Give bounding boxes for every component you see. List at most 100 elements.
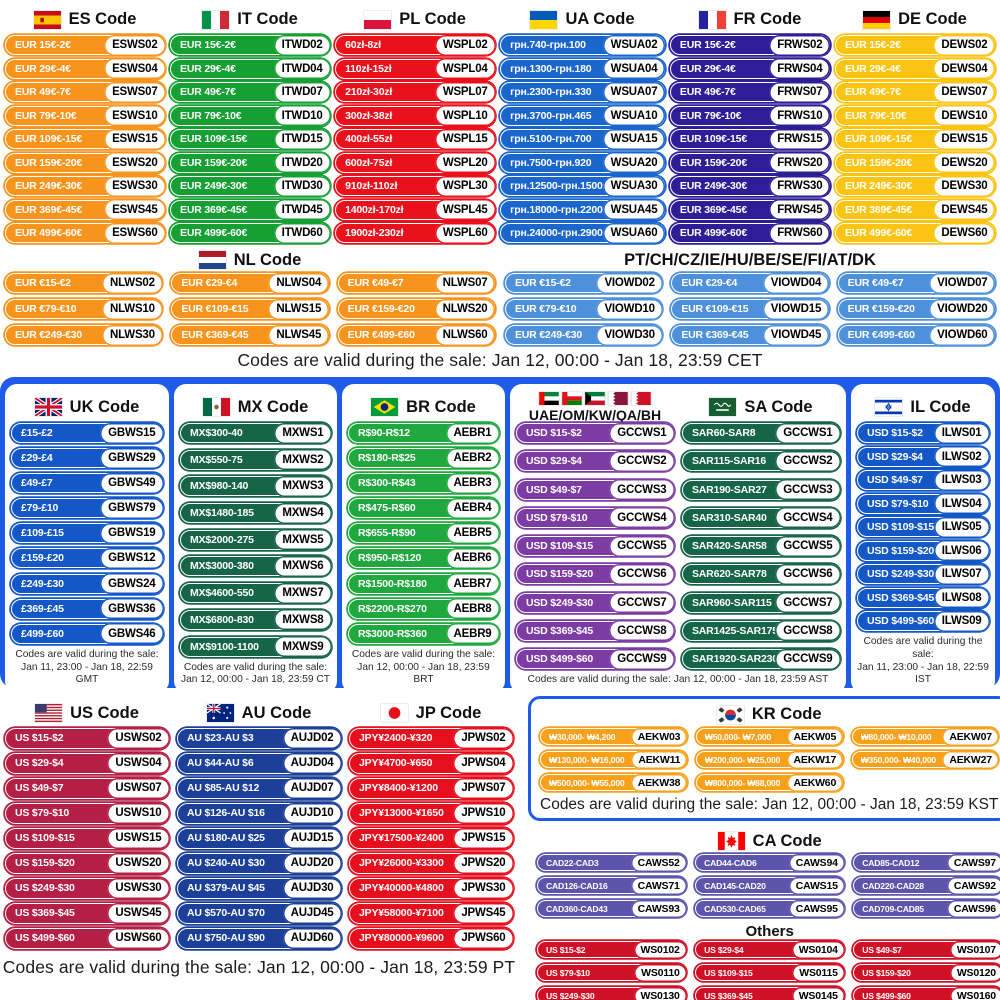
coupon-pill-WSUA20[interactable]: грн.7500-грн.920 WSUA20 [500,152,666,173]
coupon-pill-USWS60[interactable]: US $499-$60 USWS60 [5,927,170,949]
coupon-pill-CAWS92[interactable]: CAD220-CAD28 CAWS92 [853,876,1000,895]
coupon-pill-WS0120[interactable]: US $159-$20 WS0120 [853,963,1000,982]
coupon-pill-GCCWS8[interactable]: SAR1425-SAR175 GCCWS8 [682,620,841,642]
coupon-pill-WSPL10[interactable]: 300zł-38zł WSPL10 [335,105,496,126]
coupon-pill-ILWS07[interactable]: USD $249-$30 ILWS07 [857,563,990,585]
coupon-pill-DEWS60[interactable]: EUR 499€-60€ DEWS60 [834,222,996,244]
coupon-pill-WSPL02[interactable]: 60zł-8zł WSPL02 [335,34,496,56]
coupon-pill-FRWS30[interactable]: EUR 249€-30€ FRWS30 [669,175,831,197]
coupon-pill-GBWS79[interactable]: £79-£10 GBWS79 [11,497,164,519]
coupon-pill-JPWS15[interactable]: JPY¥17500-¥2400 JPWS15 [349,827,514,849]
coupon-pill-GBWS19[interactable]: £109-£15 GBWS19 [11,522,164,544]
coupon-pill-DEWS04[interactable]: EUR 29€-4€ DEWS04 [834,58,996,79]
coupon-pill-GCCWS7[interactable]: SAR960-SAR115 GCCWS7 [682,592,841,614]
coupon-pill-AEBR8[interactable]: R$2200-R$270 AEBR8 [348,598,500,620]
coupon-pill-FRWS60[interactable]: EUR 499€-60€ FRWS60 [669,222,831,244]
coupon-pill-GBWS29[interactable]: £29-£4 GBWS29 [11,447,164,469]
coupon-pill-ITWD10[interactable]: EUR 79€-10€ ITWD10 [170,105,331,126]
coupon-pill-USWS04[interactable]: US $29-$4 USWS04 [5,752,170,774]
coupon-pill-CAWS94[interactable]: CAD44-CAD6 CAWS94 [695,853,845,872]
coupon-pill-WSPL30[interactable]: 910zł-110zł WSPL30 [335,175,496,197]
coupon-pill-MXWS7[interactable]: MX$4600-550 MXWS7 [180,582,332,604]
coupon-pill-MXWS4[interactable]: MX$1480-185 MXWS4 [180,502,332,524]
coupon-pill-AEBR4[interactable]: R$475-R$60 AEBR4 [348,497,500,519]
coupon-pill-WS0160[interactable]: US $499-$60 WS0160 [853,986,1000,1000]
coupon-pill-AEKW07[interactable]: ₩80,000- ₩10,000 AEKW07 [851,727,999,746]
coupon-pill-VIOWD20[interactable]: EUR €159-€20 VIOWD20 [837,298,996,320]
coupon-pill-USWS15[interactable]: US $109-$15 USWS15 [5,827,170,849]
coupon-pill-NLWS45[interactable]: EUR €369-€45 NLWS45 [171,324,330,346]
coupon-pill-AUJD04[interactable]: AU $44-AU $6 AUJD04 [177,752,342,774]
coupon-pill-NLWS04[interactable]: EUR €29-€4 NLWS04 [171,272,330,294]
coupon-pill-ESWS07[interactable]: EUR 49€-7€ ESWS07 [5,81,166,103]
coupon-pill-WS0102[interactable]: US $15-$2 WS0102 [537,940,687,959]
coupon-pill-WSUA30[interactable]: грн.12500-грн.1500 WSUA30 [500,175,666,197]
coupon-pill-FRWS10[interactable]: EUR 79€-10€ FRWS10 [669,105,831,126]
coupon-pill-FRWS04[interactable]: EUR 29€-4€ FRWS04 [669,58,831,79]
coupon-pill-USWS20[interactable]: US $159-$20 USWS20 [5,852,170,874]
coupon-pill-WSPL04[interactable]: 110zł-15zł WSPL04 [335,58,496,79]
coupon-pill-JPWS30[interactable]: JPY¥40000-¥4800 JPWS30 [349,877,514,899]
coupon-pill-JPWS07[interactable]: JPY¥8400-¥1200 JPWS07 [349,777,514,799]
coupon-pill-GCCWS9[interactable]: SAR1920-SAR230 GCCWS9 [682,648,841,670]
coupon-pill-ILWS08[interactable]: USD $369-$45 ILWS08 [857,587,990,608]
coupon-pill-AEKW38[interactable]: ₩500,000- ₩55,000 AEKW38 [540,773,688,792]
coupon-pill-AUJD07[interactable]: AU $85-AU $12 AUJD07 [177,777,342,799]
coupon-pill-GBWS15[interactable]: £15-£2 GBWS15 [11,422,164,444]
coupon-pill-AUJD10[interactable]: AU $126-AU $16 AUJD10 [177,802,342,824]
coupon-pill-VIOWD45[interactable]: EUR €369-€45 VIOWD45 [671,324,830,346]
coupon-pill-USWS02[interactable]: US $15-$2 USWS02 [5,727,170,749]
coupon-pill-VIOWD07[interactable]: EUR €49-€7 VIOWD07 [837,272,996,294]
coupon-pill-ESWS04[interactable]: EUR 29€-4€ ESWS04 [5,58,166,79]
coupon-pill-AEBR6[interactable]: R$950-R$120 AEBR6 [348,547,500,569]
coupon-pill-VIOWD30[interactable]: EUR €249-€30 VIOWD30 [505,324,663,346]
coupon-pill-CAWS97[interactable]: CAD85-CAD12 CAWS97 [853,853,1000,872]
coupon-pill-JPWS02[interactable]: JPY¥2400-¥320 JPWS02 [349,727,514,749]
coupon-pill-AUJD15[interactable]: AU $180-AU $25 AUJD15 [177,827,342,849]
coupon-pill-ILWS01[interactable]: USD $15-$2 ILWS01 [857,422,990,444]
coupon-pill-MXWS6[interactable]: MX$3000-380 MXWS6 [180,555,332,577]
coupon-pill-ITWD60[interactable]: EUR 499€-60€ ITWD60 [170,222,331,244]
coupon-pill-GCCWS4[interactable]: SAR310-SAR40 GCCWS4 [682,507,841,529]
coupon-pill-WSUA60[interactable]: грн.24000-грн.2900 WSUA60 [500,222,666,244]
coupon-pill-ILWS04[interactable]: USD $79-$10 ILWS04 [857,493,990,514]
coupon-pill-ILWS05[interactable]: USD $109-$15 ILWS05 [857,516,990,538]
coupon-pill-WSPL20[interactable]: 600zł-75zł WSPL20 [335,152,496,173]
coupon-pill-GBWS46[interactable]: £499-£60 GBWS46 [11,623,164,645]
coupon-pill-WSPL15[interactable]: 400zł-55zł WSPL15 [335,128,496,150]
coupon-pill-MXWS1[interactable]: MX$300-40 MXWS1 [180,422,332,444]
coupon-pill-DEWS07[interactable]: EUR 49€-7€ DEWS07 [834,81,996,103]
coupon-pill-ITWD02[interactable]: EUR 15€-2€ ITWD02 [170,34,331,56]
coupon-pill-ESWS45[interactable]: EUR 369€-45€ ESWS45 [5,199,166,220]
coupon-pill-WSPL45[interactable]: 1400zł-170zł WSPL45 [335,199,496,220]
coupon-pill-AEKW03[interactable]: ₩30,000- ₩4,200 AEKW03 [540,727,688,746]
coupon-pill-GCCWS4[interactable]: USD $79-$10 GCCWS4 [516,507,675,529]
coupon-pill-AEBR2[interactable]: R$180-R$25 AEBR2 [348,447,500,469]
coupon-pill-DEWS45[interactable]: EUR 369€-45€ DEWS45 [834,199,996,220]
coupon-pill-JPWS04[interactable]: JPY¥4700-¥650 JPWS04 [349,752,514,774]
coupon-pill-AUJD60[interactable]: AU $750-AU $90 AUJD60 [177,927,342,949]
coupon-pill-WS0145[interactable]: US $369-$45 WS0145 [695,986,845,1000]
coupon-pill-AUJD45[interactable]: AU $570-AU $70 AUJD45 [177,902,342,924]
coupon-pill-DEWS30[interactable]: EUR 249€-30€ DEWS30 [834,175,996,197]
coupon-pill-WSUA04[interactable]: грн.1300-грн.180 WSUA04 [500,58,666,79]
coupon-pill-ITWD04[interactable]: EUR 29€-4€ ITWD04 [170,58,331,79]
coupon-pill-MXWS3[interactable]: MX$980-140 MXWS3 [180,475,332,497]
coupon-pill-ESWS15[interactable]: EUR 109€-15€ ESWS15 [5,128,166,150]
coupon-pill-ESWS30[interactable]: EUR 249€-30€ ESWS30 [5,175,166,197]
coupon-pill-FRWS07[interactable]: EUR 49€-7€ FRWS07 [669,81,831,103]
coupon-pill-GBWS49[interactable]: £49-£7 GBWS49 [11,472,164,494]
coupon-pill-DEWS02[interactable]: EUR 15€-2€ DEWS02 [834,34,996,56]
coupon-pill-ILWS03[interactable]: USD $49-$7 ILWS03 [857,469,990,491]
coupon-pill-ITWD20[interactable]: EUR 159€-20€ ITWD20 [170,152,331,173]
coupon-pill-NLWS30[interactable]: EUR €249-€30 NLWS30 [5,324,163,346]
coupon-pill-ITWD30[interactable]: EUR 249€-30€ ITWD30 [170,175,331,197]
coupon-pill-AEBR7[interactable]: R$1500-R$180 AEBR7 [348,573,500,595]
coupon-pill-AEKW11[interactable]: ₩130,000- ₩16,000 AEKW11 [540,750,688,769]
coupon-pill-ITWD07[interactable]: EUR 49€-7€ ITWD07 [170,81,331,103]
coupon-pill-VIOWD60[interactable]: EUR €499-€60 VIOWD60 [837,324,996,346]
coupon-pill-AEBR3[interactable]: R$300-R$43 AEBR3 [348,472,500,494]
coupon-pill-GBWS12[interactable]: £159-£20 GBWS12 [11,547,164,569]
coupon-pill-DEWS20[interactable]: EUR 159€-20€ DEWS20 [834,152,996,173]
coupon-pill-JPWS45[interactable]: JPY¥58000-¥7100 JPWS45 [349,902,514,924]
